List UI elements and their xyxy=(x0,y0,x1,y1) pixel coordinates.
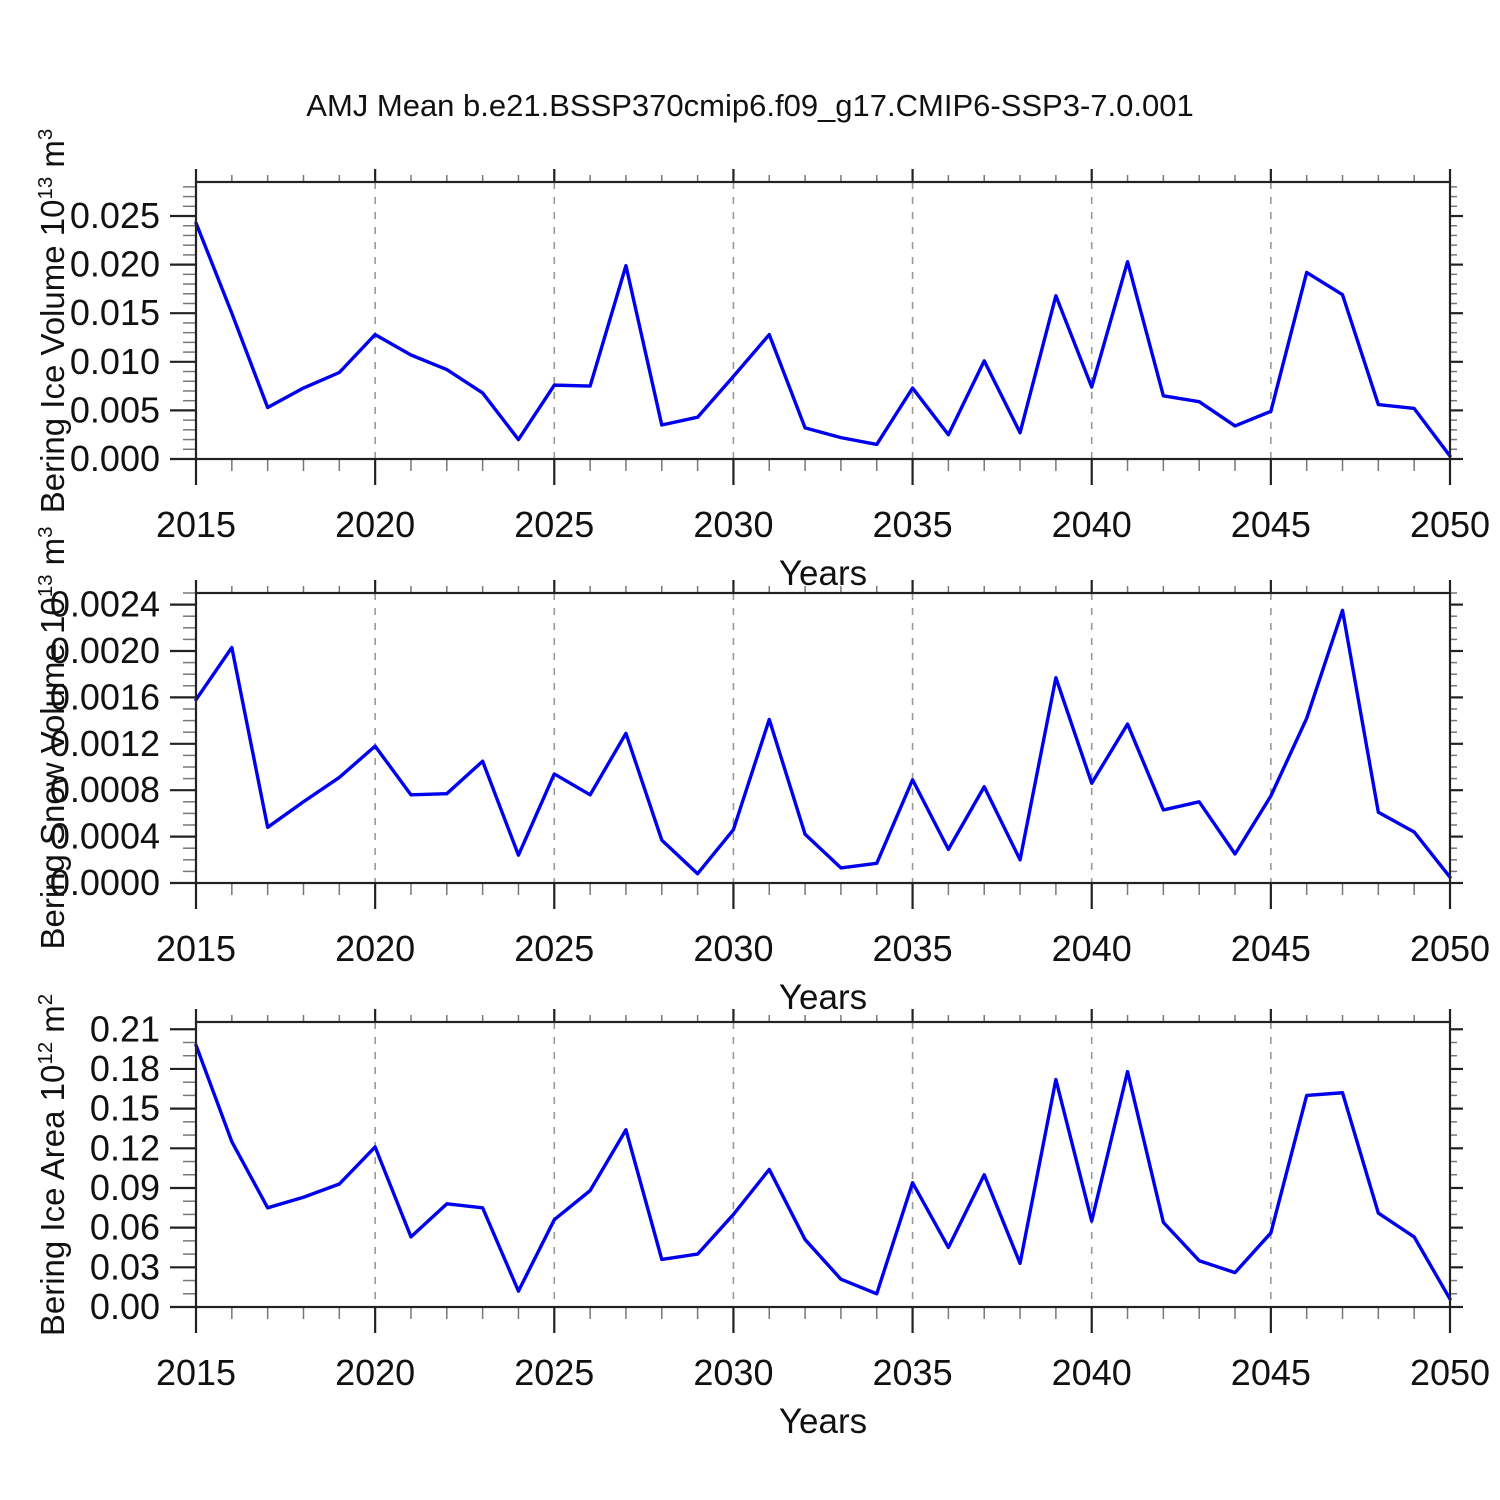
x-tick-label: 2035 xyxy=(873,928,953,969)
data-line-bering-ice-area xyxy=(194,1043,1452,1301)
x-tick-label: 2050 xyxy=(1410,504,1490,545)
x-tick-label: 2015 xyxy=(156,504,236,545)
x-tick-label: 2030 xyxy=(693,1352,773,1393)
x-tick-label: 2040 xyxy=(1052,928,1132,969)
y-tick-label: 0.005 xyxy=(70,389,160,430)
x-tick-label: 2030 xyxy=(693,504,773,545)
y-tick-label: 0.21 xyxy=(90,1008,160,1049)
y-tick-label: 0.03 xyxy=(90,1246,160,1287)
y-tick-label: 0.18 xyxy=(90,1048,160,1089)
x-tick-label: 2050 xyxy=(1410,1352,1490,1393)
x-tick-label: 2035 xyxy=(873,1352,953,1393)
y-tick-label: 0.000 xyxy=(70,438,160,479)
panel-frame-bering-snow-volume xyxy=(194,591,1452,885)
y-tick-label: 0.015 xyxy=(70,292,160,333)
x-tick-label: 2050 xyxy=(1410,928,1490,969)
x-tick-label: 2045 xyxy=(1231,504,1311,545)
y-axis-label-ice-area: Bering Ice Area 1012 m2 xyxy=(34,993,71,1336)
data-line-bering-snow-volume xyxy=(194,608,1452,879)
y-tick-label: 0.0000 xyxy=(50,862,160,903)
y-tick-label: 0.09 xyxy=(90,1167,160,1208)
y-tick-label: 0.025 xyxy=(70,195,160,236)
y-tick-label: 0.010 xyxy=(70,341,160,382)
x-tick-label: 2015 xyxy=(156,928,236,969)
y-tick-label: 0.020 xyxy=(70,244,160,285)
x-tick-label: 2045 xyxy=(1231,928,1311,969)
y-tick-label: 0.00 xyxy=(90,1286,160,1327)
y-tick-label: 0.0012 xyxy=(50,723,160,764)
x-tick-label: 2015 xyxy=(156,1352,236,1393)
y-tick-label: 0.15 xyxy=(90,1088,160,1129)
chart-title: AMJ Mean b.e21.BSSP370cmip6.f09_g17.CMIP… xyxy=(306,88,1194,123)
x-tick-label: 2035 xyxy=(873,504,953,545)
panel-frame-bering-ice-volume xyxy=(194,180,1452,461)
y-tick-label: 0.0016 xyxy=(50,676,160,717)
y-tick-label: 0.06 xyxy=(90,1207,160,1248)
x-tick-label: 2025 xyxy=(514,504,594,545)
x-tick-label: 2020 xyxy=(335,1352,415,1393)
panel-frame-bering-ice-area xyxy=(194,1020,1452,1309)
x-tick-label: 2040 xyxy=(1052,1352,1132,1393)
x-tick-label: 2030 xyxy=(693,928,773,969)
x-tick-label: 2025 xyxy=(514,1352,594,1393)
y-tick-label: 0.0020 xyxy=(50,630,160,671)
x-tick-label: 2020 xyxy=(335,504,415,545)
x-axis-label-years-panel1: Years xyxy=(778,554,868,593)
x-tick-label: 2045 xyxy=(1231,1352,1311,1393)
x-tick-label: 2040 xyxy=(1052,504,1132,545)
x-axis-label-years-panel2: Years xyxy=(778,978,868,1017)
x-tick-label: 2025 xyxy=(514,928,594,969)
x-axis-label-years-panel3: Years xyxy=(778,1402,868,1441)
y-tick-label: 0.0024 xyxy=(50,584,160,625)
y-tick-label: 0.12 xyxy=(90,1127,160,1168)
y-tick-label: 0.0004 xyxy=(50,816,160,857)
x-tick-label: 2020 xyxy=(335,928,415,969)
y-tick-label: 0.0008 xyxy=(50,769,160,810)
data-line-bering-ice-volume xyxy=(194,221,1452,458)
